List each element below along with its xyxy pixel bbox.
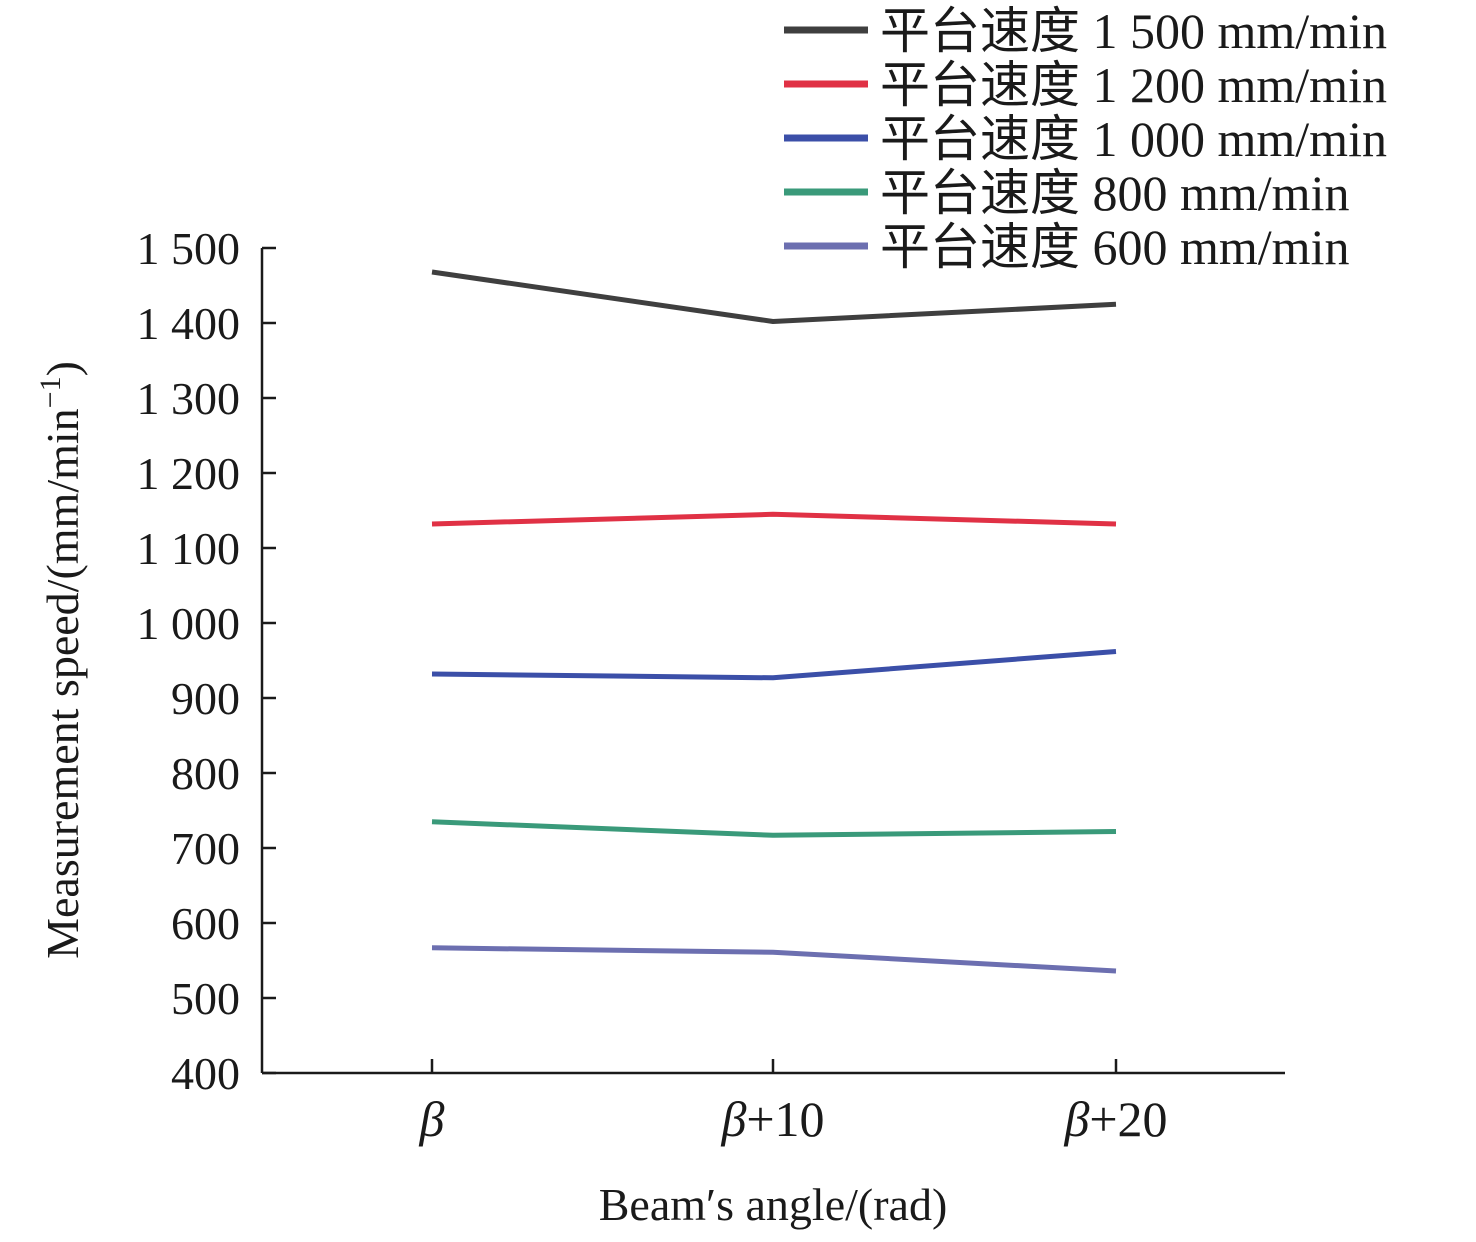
y-tick-label: 700 xyxy=(171,823,240,874)
y-axis-title-main: Measurement speed/(mm/min xyxy=(37,408,88,959)
y-tick-label: 900 xyxy=(171,673,240,724)
y-tick-label: 1 400 xyxy=(137,298,241,349)
legend-label-5: 平台速度 600 mm/min xyxy=(880,219,1349,275)
x-tick-label: β+10 xyxy=(720,1091,824,1147)
y-ticks: 400 500 600 700 800 900 1 000 1 100 1 200 1 300 1 … xyxy=(137,223,276,1099)
series-line-1 xyxy=(431,269,1117,324)
y-tick-label: 1 100 xyxy=(137,523,241,574)
legend-label-4: 平台速度 800 mm/min xyxy=(880,165,1349,221)
axes xyxy=(260,248,1285,1075)
y-tick-label: 600 xyxy=(171,898,240,949)
legend-label-3: 平台速度 1 000 mm/min xyxy=(880,111,1387,167)
y-tick-label: 1 200 xyxy=(137,448,241,499)
series-line-5 xyxy=(431,945,1117,974)
series-lines xyxy=(431,269,1117,974)
series-line-3 xyxy=(431,649,1117,681)
legend-label-1: 平台速度 1 500 mm/min xyxy=(880,3,1387,59)
legend-label-2: 平台速度 1 200 mm/min xyxy=(880,57,1387,113)
y-axis-title: Measurement speed/(mm/min−1) xyxy=(34,361,88,959)
y-axis-title-close: ) xyxy=(37,361,88,376)
x-axis-title: Beam′s angle/(rad) xyxy=(599,1179,948,1230)
y-tick-label: 400 xyxy=(171,1048,240,1099)
y-tick-label: 500 xyxy=(171,973,240,1024)
x-tick-label: β xyxy=(419,1091,445,1147)
y-tick-label: 800 xyxy=(171,748,240,799)
series-line-4 xyxy=(431,819,1117,838)
y-tick-label: 1 500 xyxy=(137,223,241,274)
y-tick-label: 1 000 xyxy=(137,598,241,649)
y-tick-label: 1 300 xyxy=(137,373,241,424)
x-ticks: β β+10 β+20 xyxy=(419,1059,1168,1147)
y-axis-title-superscript: −1 xyxy=(34,376,67,408)
x-tick-label: β+20 xyxy=(1063,1091,1167,1147)
series-line-2 xyxy=(431,511,1117,527)
